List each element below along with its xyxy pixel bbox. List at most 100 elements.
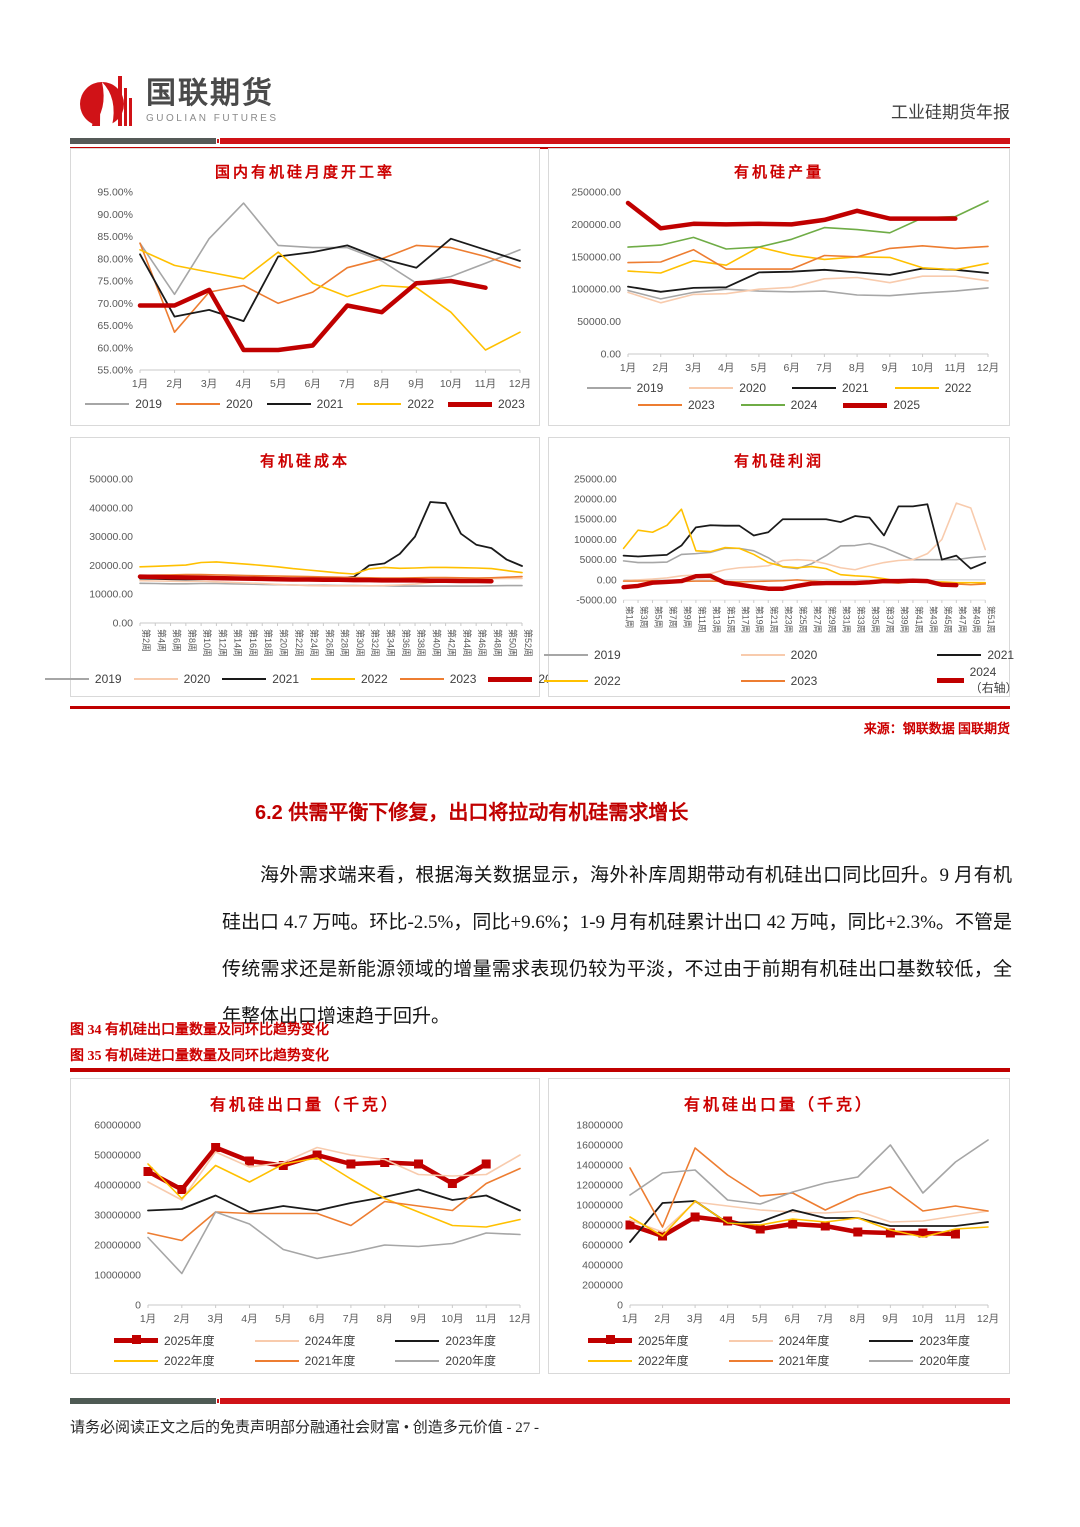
legend-label: 2025年度	[163, 1334, 215, 1348]
chart-title: 有机硅产量	[733, 165, 824, 181]
svg-text:第3周: 第3周	[639, 606, 650, 628]
legend-swatch	[113, 1359, 158, 1362]
svg-text:第38周: 第38周	[416, 629, 427, 657]
svg-text:1月: 1月	[132, 378, 148, 390]
legend-item-2020: 2020	[175, 397, 253, 411]
legend-swatch	[869, 1359, 914, 1362]
svg-text:20000.00: 20000.00	[574, 494, 617, 505]
svg-text:第16周: 第16周	[248, 629, 259, 657]
footer-text: 请务必阅读正文之后的免责声明部分融通社会财富 • 创造多元价值 - 27 -	[70, 1416, 539, 1437]
legend-swatch	[395, 1339, 440, 1342]
svg-text:2月: 2月	[653, 362, 669, 374]
legend-swatch	[222, 678, 267, 680]
svg-text:第41周: 第41周	[914, 606, 925, 633]
svg-text:6月: 6月	[785, 1313, 801, 1325]
legend-swatch	[894, 387, 939, 389]
svg-text:12月: 12月	[977, 1313, 999, 1325]
chart-canvas-cost: 50000.00 40000.00 30000.00 20000.00 10000.00…	[89, 474, 534, 658]
legend-label: 2023年度	[445, 1334, 497, 1348]
svg-text:第45周: 第45周	[943, 606, 954, 633]
logo-text-cn: 国联期货	[146, 76, 274, 110]
svg-text:9月: 9月	[410, 1313, 426, 1325]
legend-label: 2019	[94, 672, 122, 686]
legend-label: 2024（右轴）	[969, 665, 1018, 695]
chart-operating-rate: 国内有机硅月度开工率 95.00% 90.00% 85.00% 80.00% 75.00…	[70, 148, 540, 426]
svg-text:第14周: 第14周	[233, 629, 244, 657]
svg-text:0.00: 0.00	[597, 575, 617, 586]
legend-label: 2024年度	[304, 1334, 356, 1348]
legend-label: 2025	[893, 398, 921, 412]
legend-swatch	[448, 401, 493, 407]
chart-title: 有机硅利润	[733, 454, 824, 470]
svg-text:3月: 3月	[201, 378, 217, 390]
legend-swatch	[311, 678, 355, 680]
legend-item-2019: 2019	[586, 381, 664, 395]
svg-text:第10周: 第10周	[202, 629, 213, 657]
chart-legend: 2019 2020 2021 2022 2023 2024（右轴）	[543, 648, 1018, 696]
legend-item-2021: 2021	[222, 672, 299, 686]
svg-text:0.00: 0.00	[601, 349, 622, 361]
document-title: 工业硅期货年报	[891, 103, 1010, 122]
svg-text:90.00%: 90.00%	[97, 209, 133, 221]
svg-text:第20周: 第20周	[279, 629, 290, 657]
legend-item-2023: 2023	[637, 398, 715, 412]
legend-label: 2023年度	[919, 1334, 971, 1348]
svg-text:8月: 8月	[850, 1313, 866, 1325]
legend-swatch	[587, 1335, 632, 1344]
legend-swatch	[44, 678, 89, 680]
legend-label: 2023	[498, 397, 525, 411]
svg-text:10000.00: 10000.00	[89, 589, 133, 601]
legend-label: 2022	[361, 672, 388, 686]
logo-text-en: GUOLIAN FUTURES	[146, 112, 279, 124]
svg-text:第27周: 第27周	[813, 606, 824, 633]
legend-swatch	[254, 1359, 299, 1362]
legend-swatch	[399, 678, 444, 680]
legend-item-2020年度: 2020年度	[395, 1352, 496, 1369]
chart-title: 有机硅出口量（千克）	[209, 1097, 400, 1114]
legend-swatch	[740, 654, 785, 656]
svg-text:25000.00: 25000.00	[574, 474, 617, 485]
svg-text:30000.00: 30000.00	[89, 531, 133, 543]
legend-item-2022: 2022	[543, 674, 621, 688]
legend-swatch	[740, 679, 785, 682]
svg-text:8000000: 8000000	[582, 1220, 623, 1232]
legend-label: 2019	[636, 381, 664, 395]
legend-item-2025年度: 2025年度	[587, 1332, 689, 1349]
legend-swatch	[637, 404, 682, 406]
svg-text:第30周: 第30周	[355, 629, 366, 657]
legend-label: 2022	[944, 381, 972, 395]
logo-flame-icon	[80, 76, 132, 126]
svg-text:11月: 11月	[475, 1313, 496, 1325]
legend-item-2021年度: 2021年度	[728, 1352, 829, 1369]
chart-export-volume: 有机硅出口量（千克） 60000000 50000000 40000000 30000…	[70, 1078, 540, 1374]
legend-item-2022: 2022	[894, 381, 972, 395]
chart-canvas-profit: 25000.00 20000.00 15000.00 10000.00 5000.00 0…	[574, 474, 997, 633]
legend-swatch	[254, 1339, 299, 1342]
svg-text:第15周: 第15周	[726, 606, 737, 633]
svg-text:11月: 11月	[945, 1313, 966, 1325]
svg-text:3月: 3月	[687, 1313, 703, 1325]
legend-swatch	[357, 403, 402, 405]
svg-text:11月: 11月	[475, 378, 496, 390]
svg-text:第7周: 第7周	[668, 606, 679, 628]
legend-row: 2022年度 2021年度 2020年度	[587, 1352, 970, 1369]
svg-text:10000000: 10000000	[576, 1200, 623, 1212]
chart-legend: 2025年度 2024年度 2023年度 2022年度 2021年度 2020年度	[587, 1332, 971, 1369]
svg-text:第23周: 第23周	[784, 606, 795, 633]
svg-text:85.00%: 85.00%	[97, 231, 133, 243]
svg-text:第25周: 第25周	[798, 606, 809, 633]
svg-text:10000000: 10000000	[94, 1270, 141, 1282]
svg-text:14000000: 14000000	[576, 1160, 623, 1172]
legend-item-2020年度: 2020年度	[869, 1352, 970, 1369]
svg-text:80.00%: 80.00%	[97, 253, 133, 265]
svg-text:第47周: 第47周	[957, 606, 968, 633]
svg-text:4月: 4月	[241, 1313, 257, 1325]
svg-text:第12周: 第12周	[217, 629, 228, 657]
legend-label: 2023	[790, 673, 818, 688]
svg-text:65.00%: 65.00%	[97, 320, 133, 332]
legend-row: 2019 2020 2021 2022	[586, 381, 972, 395]
svg-text:第2周: 第2周	[141, 629, 152, 652]
svg-text:100000.00: 100000.00	[571, 284, 621, 296]
svg-text:6月: 6月	[783, 362, 799, 374]
svg-text:75.00%: 75.00%	[97, 276, 133, 288]
